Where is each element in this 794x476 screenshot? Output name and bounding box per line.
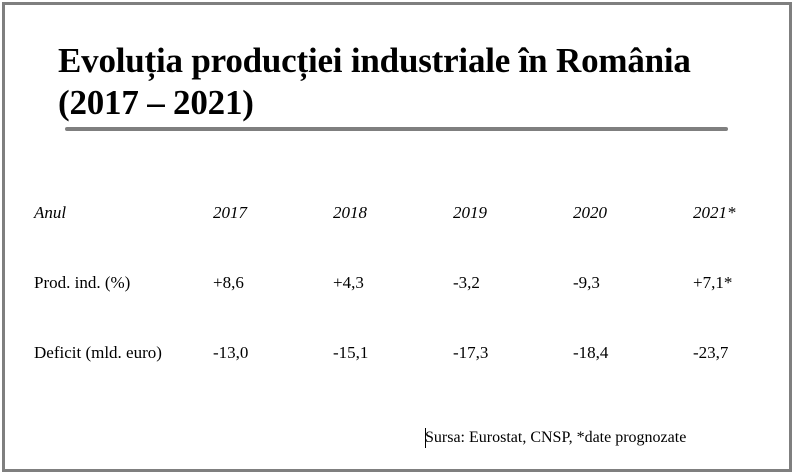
row-label-deficit: Deficit (mld. euro) [34,343,162,362]
table-cell: -15,1 [333,343,369,362]
table-cell: -9,3 [573,273,600,292]
table-cell: -13,0 [213,343,249,362]
table-cell: -17,3 [453,343,489,362]
table-cell: -23,7 [693,343,729,362]
table-cell: -18,4 [573,343,609,362]
text-cursor [425,428,426,448]
table-cell: +8,6 [213,273,244,292]
header-year-2020: 2020 [573,203,607,222]
document-title: Evoluția producției industriale în Român… [58,41,691,122]
source-note[interactable]: Sursa: Eurostat, CNSP, *date prognozate [425,429,687,446]
row-label-industrial-production: Prod. ind. (%) [34,273,131,292]
title-divider [65,127,728,131]
table-cell: +4,3 [333,273,364,292]
table-cell: +7,1* [693,273,733,292]
header-year-2019: 2019 [453,203,487,222]
header-year-label: Anul [34,203,67,222]
header-year-2021: 2021* [693,203,736,222]
header-year-2018: 2018 [333,203,367,222]
header-year-2017: 2017 [213,203,247,222]
table-cell: -3,2 [453,273,480,292]
